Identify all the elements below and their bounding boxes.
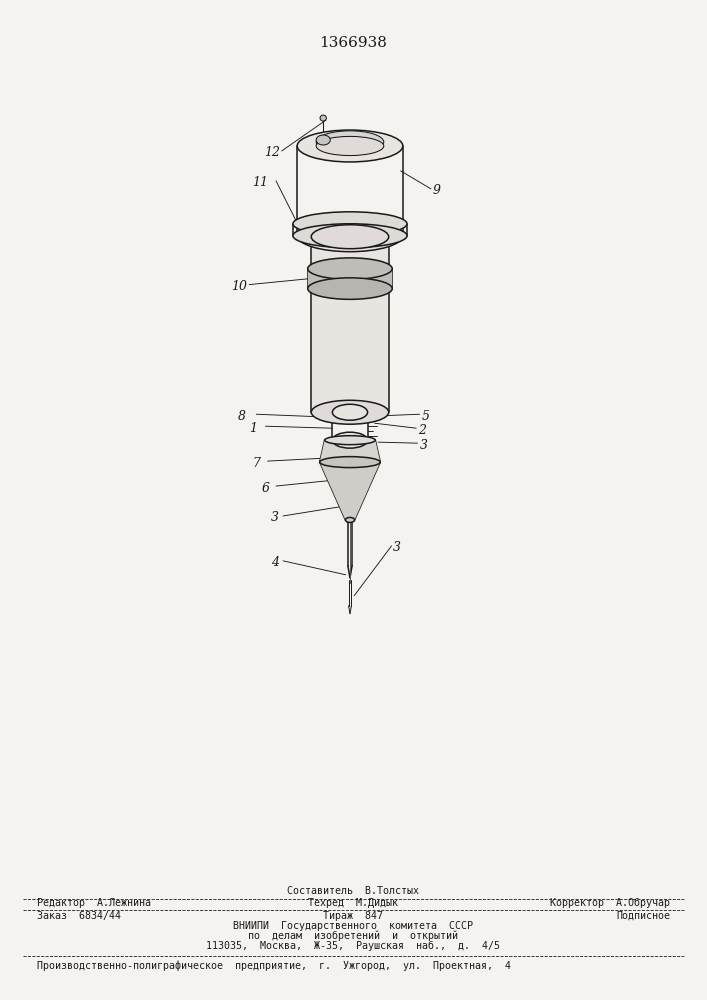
Text: Корректор  А.Обручар: Корректор А.Обручар <box>551 898 670 908</box>
Text: Редактор  А.Лежнина: Редактор А.Лежнина <box>37 898 151 908</box>
FancyBboxPatch shape <box>311 237 389 412</box>
Ellipse shape <box>332 432 368 448</box>
Text: 113035,  Москва,  Ж-35,  Раушская  наб.,  д.  4/5: 113035, Москва, Ж-35, Раушская наб., д. … <box>206 941 501 951</box>
Text: 6: 6 <box>262 482 269 495</box>
Text: 5: 5 <box>421 410 429 423</box>
Ellipse shape <box>316 131 384 153</box>
Text: 1: 1 <box>250 422 257 435</box>
Ellipse shape <box>297 130 403 162</box>
Text: 3: 3 <box>420 439 428 452</box>
Text: ВНИИПИ  Государственного  комитета  СССР: ВНИИПИ Государственного комитета СССР <box>233 921 474 931</box>
Ellipse shape <box>346 517 354 522</box>
Text: 7: 7 <box>252 457 260 470</box>
Polygon shape <box>320 462 380 520</box>
Ellipse shape <box>308 278 392 299</box>
Text: 1366938: 1366938 <box>320 36 387 50</box>
Ellipse shape <box>316 136 384 156</box>
Text: 3: 3 <box>271 511 279 524</box>
Ellipse shape <box>293 212 407 236</box>
Ellipse shape <box>293 224 407 248</box>
Text: 9: 9 <box>433 184 440 197</box>
Text: 10: 10 <box>231 280 247 293</box>
Ellipse shape <box>311 400 389 424</box>
Text: Производственно-полиграфическое  предприятие,  г.  Ужгород,  ул.  Проектная,  4: Производственно-полиграфическое предприя… <box>37 960 510 971</box>
Text: Составитель  В.Толстых: Составитель В.Толстых <box>288 886 419 896</box>
Ellipse shape <box>308 258 392 279</box>
Ellipse shape <box>332 404 368 420</box>
Text: Тираж  847: Тираж 847 <box>324 911 383 921</box>
Ellipse shape <box>320 457 380 468</box>
Ellipse shape <box>311 225 389 249</box>
Text: 3: 3 <box>393 541 401 554</box>
Text: по  делам  изобретений  и  открытий: по делам изобретений и открытий <box>248 931 459 941</box>
Text: 4: 4 <box>271 556 279 569</box>
Text: Заказ  6834/44: Заказ 6834/44 <box>37 911 121 921</box>
Text: Подписное: Подписное <box>617 911 670 921</box>
Text: Техред  М.Дидык: Техред М.Дидык <box>308 898 399 908</box>
Polygon shape <box>320 440 380 462</box>
Text: 2: 2 <box>418 424 426 437</box>
Ellipse shape <box>316 135 330 145</box>
Text: 8: 8 <box>238 410 246 423</box>
Ellipse shape <box>320 115 327 121</box>
FancyBboxPatch shape <box>308 269 392 289</box>
Ellipse shape <box>325 436 375 445</box>
Text: 11: 11 <box>252 176 269 189</box>
Ellipse shape <box>297 220 403 252</box>
Text: 12: 12 <box>264 146 281 159</box>
